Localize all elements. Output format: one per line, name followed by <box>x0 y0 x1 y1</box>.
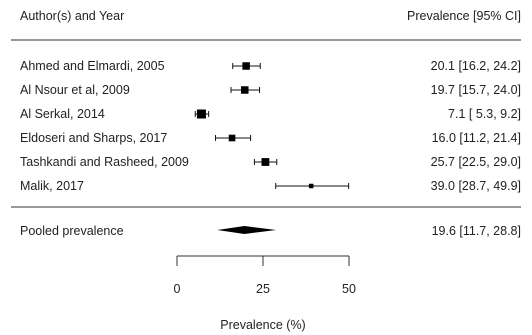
study-row: Al Serkal, 2014 7.1 [ 5.3, 9.2] <box>20 107 521 121</box>
study-row: Al Nsour et al, 2009 19.7 [15.7, 24.0] <box>20 83 521 97</box>
estimate-square <box>261 158 270 166</box>
estimate-square <box>241 86 249 94</box>
estimate-square <box>242 62 250 70</box>
study-label: Eldoseri and Sharps, 2017 <box>20 131 167 145</box>
x-axis-title: Prevalence (%) <box>220 318 305 332</box>
pooled-label: Pooled prevalence <box>20 224 124 238</box>
x-tick-label: 0 <box>174 282 181 296</box>
study-label: Ahmed and Elmardi, 2005 <box>20 59 165 73</box>
study-label: Al Nsour et al, 2009 <box>20 83 130 97</box>
pooled-diamond <box>217 226 277 234</box>
study-estimate-ci: 19.7 [15.7, 24.0] <box>431 83 521 97</box>
x-tick-label: 50 <box>342 282 356 296</box>
estimate-square <box>196 109 206 119</box>
study-label: Tashkandi and Rasheed, 2009 <box>20 155 189 169</box>
estimate-square <box>228 134 236 142</box>
x-tick-label: 25 <box>256 282 270 296</box>
study-estimate-ci: 39.0 [28.7, 49.9] <box>431 179 521 193</box>
x-axis: 0 25 50 <box>174 255 356 296</box>
estimate-square <box>308 183 314 189</box>
study-label: Al Serkal, 2014 <box>20 107 105 121</box>
header-study-label: Author(s) and Year <box>20 9 124 23</box>
pooled-value: 19.6 [11.7, 28.8] <box>432 224 521 238</box>
study-estimate-ci: 20.1 [16.2, 24.2] <box>431 59 521 73</box>
study-row: Eldoseri and Sharps, 2017 16.0 [11.2, 21.… <box>20 131 521 145</box>
study-label: Malik, 2017 <box>20 179 84 193</box>
study-estimate-ci: 25.7 [22.5, 29.0] <box>431 155 521 169</box>
study-row: Ahmed and Elmardi, 2005 20.1 [16.2, 24.2] <box>20 59 521 73</box>
header-prevalence-ci: Prevalence [95% CI] <box>407 9 521 23</box>
study-rows: Ahmed and Elmardi, 2005 20.1 [16.2, 24.2]… <box>20 59 521 193</box>
study-row: Tashkandi and Rasheed, 2009 25.7 [22.5, 2… <box>20 155 521 169</box>
study-estimate-ci: 16.0 [11.2, 21.4] <box>432 131 521 145</box>
study-row: Malik, 2017 39.0 [28.7, 49.9] <box>20 179 521 193</box>
study-estimate-ci: 7.1 [ 5.3, 9.2] <box>448 107 521 121</box>
